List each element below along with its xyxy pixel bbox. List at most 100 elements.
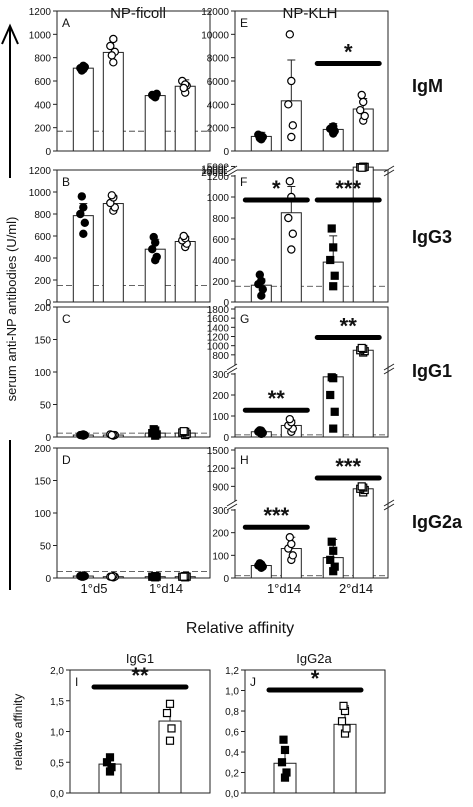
column-title-left: NP-ficoll [110, 5, 166, 22]
data-point-open [179, 231, 188, 241]
data-point-open [165, 736, 175, 745]
data-point-open [357, 90, 366, 100]
data-point-open [356, 105, 365, 115]
chart-panels: A020040060080010001200E02000400060008000… [29, 7, 395, 800]
data-point-filled [80, 218, 90, 227]
data-point-filled [77, 66, 87, 75]
y-tick-label: 0,2 [225, 769, 239, 780]
y-tick-label: 200 [212, 391, 229, 402]
panel-j-title: IgG2a [296, 651, 332, 666]
y-tick-label: 400 [34, 100, 51, 111]
axis-break-mark [383, 169, 395, 177]
y-tick-label: 1200 [29, 166, 52, 177]
axis-break-mark [383, 499, 395, 507]
y-tick-label: 1200 [207, 333, 230, 344]
y-tick-label: 300 [212, 506, 229, 517]
y-tick-label: 200 [34, 444, 51, 455]
data-point-filled [255, 270, 265, 279]
panel-c-frame [56, 306, 211, 438]
y-tick-label: 900 [212, 482, 229, 493]
data-point-open [165, 699, 175, 708]
y-tick-label: 400 [212, 256, 229, 267]
axis-break-mark [226, 169, 238, 177]
data-point-filled [77, 192, 87, 201]
axis-break-mask [227, 365, 237, 373]
x-label-1d14-left: 1°d14 [149, 581, 183, 596]
axis-break-mark [226, 503, 238, 511]
data-point-filled [330, 271, 339, 280]
y-tick-label: 0 [223, 574, 229, 585]
data-point-open [179, 427, 188, 436]
y-tick-label: 0,4 [225, 748, 239, 759]
data-point-filled [326, 255, 335, 265]
bar-open-group2 [352, 349, 374, 438]
data-point-open [179, 83, 188, 93]
axis-break-mark [226, 165, 238, 173]
y-tick-label: 4000 [207, 100, 230, 111]
data-point-open [106, 41, 115, 51]
y-tick-label: 200 [34, 276, 51, 287]
data-point-filled [148, 244, 157, 254]
significance-label: *** [335, 176, 361, 201]
y-tick-label: 100 [34, 509, 51, 520]
y-tick-label: 800 [34, 210, 51, 221]
y-axis-title: serum anti-NP antibodies (U/ml) [4, 217, 19, 402]
axis-break-mark [383, 367, 395, 375]
data-point-filled [327, 373, 336, 382]
y-tick-label: 0 [45, 147, 51, 158]
panel-letter-f: F [240, 175, 247, 189]
data-point-filled [255, 559, 265, 568]
data-point-filled [282, 768, 291, 777]
data-point-filled [326, 390, 335, 400]
data-point-open [288, 121, 298, 130]
y-tick-label: 400 [34, 254, 51, 265]
y-tick-label: 100 [34, 368, 51, 379]
y-tick-label: 1800 [207, 305, 230, 316]
y-tick-label: 1600 [207, 314, 230, 325]
data-point-filled [149, 91, 158, 101]
bar-filled-group1 [72, 215, 94, 303]
data-point-open [285, 414, 295, 424]
panel-letter-b: B [62, 175, 70, 189]
significance-label: * [311, 666, 320, 691]
data-point-filled [327, 537, 336, 546]
y-tick-label: 1200 [207, 464, 230, 475]
y-tick-label: 0 [45, 433, 51, 444]
y-tick-label: 800 [212, 351, 229, 362]
y-tick-label: 200 [34, 124, 51, 135]
data-point-filled [327, 224, 336, 233]
data-point-open [359, 97, 368, 107]
y-tick-label: 1400 [207, 323, 230, 334]
panel-d-frame [56, 447, 211, 579]
axis-break-mask [227, 501, 237, 509]
data-point-filled [277, 758, 287, 767]
panel-i-ylabel: relative affinity [11, 694, 25, 770]
y-tick-label: 200 [212, 529, 229, 540]
panel-letter-c: C [62, 312, 71, 326]
data-point-filled [280, 745, 290, 755]
y-tick-label: 600 [34, 77, 51, 88]
x-label-1d5: 1°d5 [81, 581, 108, 596]
panel-letter-h: H [240, 453, 249, 467]
y-tick-label: 2000 [207, 124, 230, 135]
data-point-filled [79, 229, 88, 238]
y-tick-label: 100 [212, 551, 229, 562]
axis-break-mark [226, 367, 238, 375]
data-point-filled [258, 285, 268, 294]
panel-h-frame [234, 447, 389, 579]
y-tick-label: 1,2 [225, 666, 239, 677]
data-point-filled [327, 123, 336, 132]
data-point-open [287, 76, 296, 86]
data-point-filled [149, 572, 158, 581]
bar-open-group1 [102, 51, 124, 152]
data-point-open [107, 572, 117, 581]
data-point-filled [152, 252, 161, 262]
row-label-igg2a: IgG2a [412, 512, 463, 532]
y-tick-label: 0,5 [50, 758, 64, 769]
y-tick-label: 2,0 [50, 666, 64, 677]
data-point-open [107, 430, 117, 440]
data-point-filled [77, 572, 87, 581]
data-point-open [107, 191, 117, 200]
y-tick-label: 0 [223, 147, 229, 158]
